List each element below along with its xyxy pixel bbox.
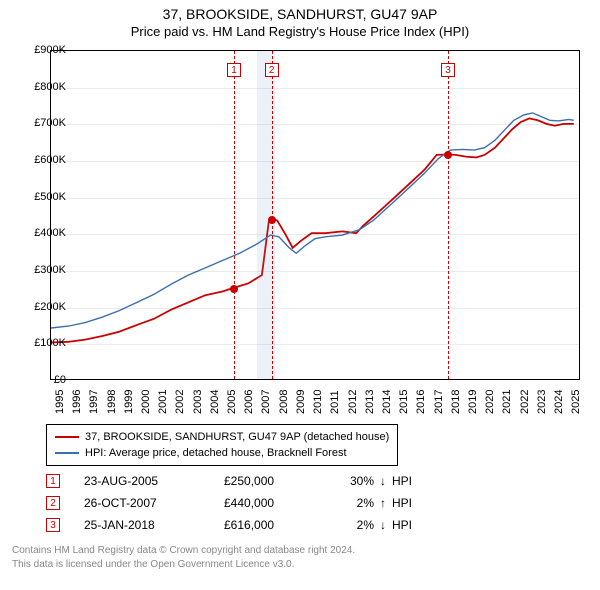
chart-svg — [51, 51, 579, 379]
x-tick-label: 2011 — [329, 390, 341, 414]
x-tick-label: 2002 — [174, 390, 186, 414]
arrow-down-icon: ↓ — [374, 474, 392, 488]
x-tick-label: 2012 — [347, 390, 359, 414]
footer-line1: Contains HM Land Registry data © Crown c… — [12, 544, 355, 558]
footer-line2: This data is licensed under the Open Gov… — [12, 558, 355, 572]
sale-marker-line — [448, 51, 449, 379]
sales-pct: 30% — [334, 474, 374, 488]
y-tick-label: £0 — [54, 374, 66, 386]
sales-price: £440,000 — [224, 496, 334, 510]
y-tick-label: £800K — [34, 81, 66, 93]
sale-marker-dot — [268, 216, 276, 224]
chart-container: 37, BROOKSIDE, SANDHURST, GU47 9AP Price… — [0, 0, 600, 590]
sales-vs: HPI — [392, 518, 422, 532]
x-tick-label: 2010 — [312, 390, 324, 414]
x-tick-label: 1998 — [106, 390, 118, 414]
grid-line — [51, 88, 579, 89]
grid-line — [51, 344, 579, 345]
y-tick-label: £100K — [34, 337, 66, 349]
x-tick-label: 2014 — [381, 390, 393, 414]
grid-line — [51, 124, 579, 125]
y-tick-label: £600K — [34, 154, 66, 166]
sales-date: 26-OCT-2007 — [84, 496, 224, 510]
x-tick-label: 2016 — [415, 390, 427, 414]
x-tick-label: 2022 — [519, 390, 531, 414]
sale-marker-box: 2 — [265, 63, 279, 77]
y-tick-label: £300K — [34, 264, 66, 276]
x-tick-label: 2001 — [157, 390, 169, 414]
sales-num-box: 2 — [46, 496, 60, 510]
y-tick-label: £500K — [34, 191, 66, 203]
grid-line — [51, 271, 579, 272]
sales-vs: HPI — [392, 496, 422, 510]
legend-swatch-property — [55, 436, 79, 438]
arrow-up-icon: ↑ — [374, 496, 392, 510]
x-tick-label: 2007 — [260, 390, 272, 414]
footer: Contains HM Land Registry data © Crown c… — [12, 544, 355, 571]
sales-price: £250,000 — [224, 474, 334, 488]
legend-row-hpi: HPI: Average price, detached house, Brac… — [55, 445, 389, 461]
sales-date: 23-AUG-2005 — [84, 474, 224, 488]
x-tick-label: 1996 — [71, 390, 83, 414]
sale-marker-dot — [230, 285, 238, 293]
x-tick-label: 2008 — [278, 390, 290, 414]
x-tick-label: 2006 — [243, 390, 255, 414]
x-tick-label: 2020 — [484, 390, 496, 414]
x-tick-label: 2015 — [398, 390, 410, 414]
y-tick-label: £200K — [34, 301, 66, 313]
x-tick-label: 1995 — [54, 390, 66, 414]
sales-num-box: 3 — [46, 518, 60, 532]
grid-line — [51, 161, 579, 162]
sale-marker-dot — [444, 151, 452, 159]
series-property — [51, 118, 574, 342]
sales-num-box: 1 — [46, 474, 60, 488]
grid-line — [51, 198, 579, 199]
x-tick-label: 2025 — [570, 390, 582, 414]
x-tick-label: 2019 — [467, 390, 479, 414]
sales-date: 25-JAN-2018 — [84, 518, 224, 532]
sales-pct: 2% — [334, 518, 374, 532]
legend-label-property: 37, BROOKSIDE, SANDHURST, GU47 9AP (deta… — [85, 431, 389, 443]
title-block: 37, BROOKSIDE, SANDHURST, GU47 9AP Price… — [0, 0, 600, 39]
x-tick-label: 2000 — [140, 390, 152, 414]
x-tick-label: 2003 — [192, 390, 204, 414]
title-sub: Price paid vs. HM Land Registry's House … — [0, 24, 600, 39]
sales-row: 1 23-AUG-2005£250,00030%↓HPI — [46, 470, 422, 492]
series-hpi — [51, 113, 574, 328]
chart-plot-area: 1 2 3 — [50, 50, 580, 380]
x-tick-label: 2021 — [501, 390, 513, 414]
sales-price: £616,000 — [224, 518, 334, 532]
sales-table: 123-AUG-2005£250,00030%↓HPI226-OCT-2007£… — [46, 470, 422, 536]
sale-marker-box: 3 — [441, 63, 455, 77]
arrow-down-icon: ↓ — [374, 518, 392, 532]
y-tick-label: £400K — [34, 227, 66, 239]
grid-line — [51, 308, 579, 309]
title-main: 37, BROOKSIDE, SANDHURST, GU47 9AP — [0, 6, 600, 22]
sales-row: 3 25-JAN-2018£616,0002%↓HPI — [46, 514, 422, 536]
x-tick-label: 2013 — [364, 390, 376, 414]
sale-marker-box: 1 — [227, 63, 241, 77]
legend-row-property: 37, BROOKSIDE, SANDHURST, GU47 9AP (deta… — [55, 429, 389, 445]
legend-label-hpi: HPI: Average price, detached house, Brac… — [85, 447, 347, 459]
sales-pct: 2% — [334, 496, 374, 510]
sales-vs: HPI — [392, 474, 422, 488]
y-tick-label: £900K — [34, 44, 66, 56]
x-tick-label: 2009 — [295, 390, 307, 414]
x-tick-label: 1997 — [88, 390, 100, 414]
x-tick-label: 2018 — [450, 390, 462, 414]
y-tick-label: £700K — [34, 117, 66, 129]
legend: 37, BROOKSIDE, SANDHURST, GU47 9AP (deta… — [46, 424, 398, 466]
grid-line — [51, 234, 579, 235]
x-tick-label: 2004 — [209, 390, 221, 414]
x-tick-label: 2023 — [536, 390, 548, 414]
x-tick-label: 2017 — [433, 390, 445, 414]
x-tick-label: 2024 — [553, 390, 565, 414]
x-tick-label: 1999 — [123, 390, 135, 414]
sales-row: 2 26-OCT-2007£440,0002%↑HPI — [46, 492, 422, 514]
legend-swatch-hpi — [55, 452, 79, 454]
sale-marker-line — [234, 51, 235, 379]
x-tick-label: 2005 — [226, 390, 238, 414]
